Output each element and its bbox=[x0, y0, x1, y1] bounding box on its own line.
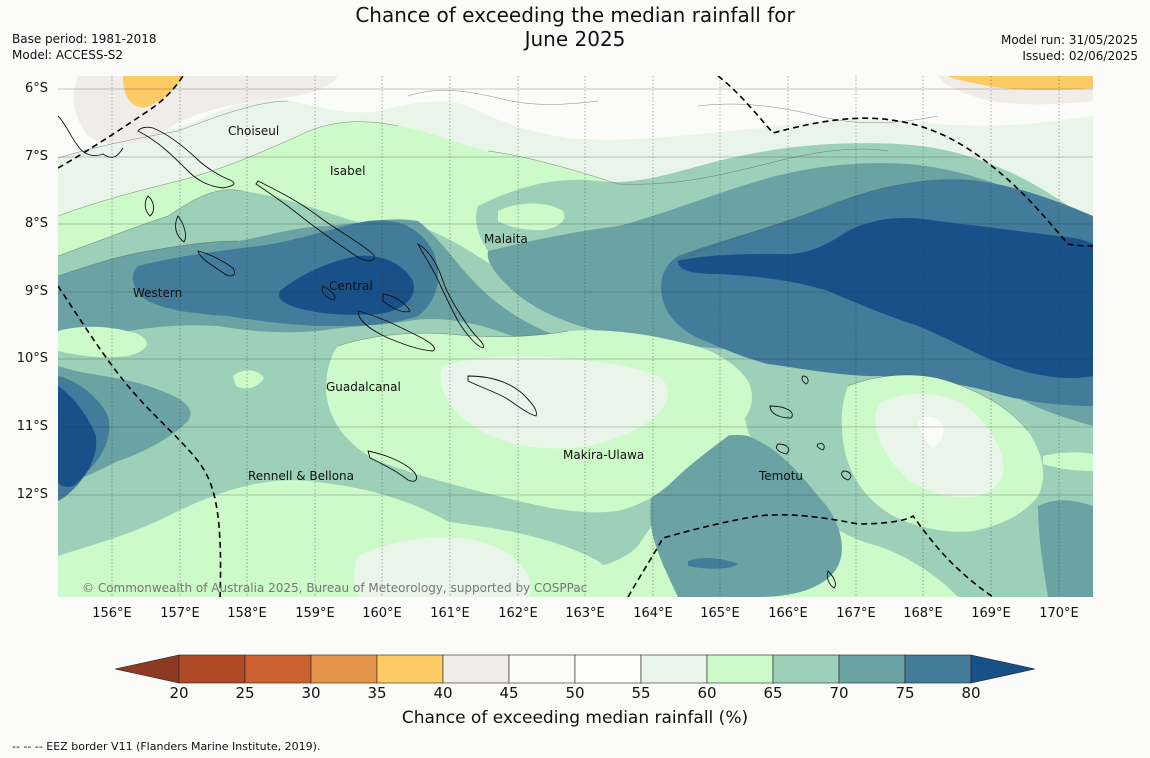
place-label-makira-ulawa: Makira-Ulawa bbox=[563, 448, 644, 462]
place-label-western: Western bbox=[133, 286, 182, 300]
longitude-label-156e: 156°E bbox=[92, 606, 132, 621]
longitude-label-167e: 167°E bbox=[836, 606, 876, 621]
longitude-label-165e: 165°E bbox=[700, 606, 740, 621]
colorbar bbox=[114, 654, 1036, 684]
place-label-central: Central bbox=[329, 279, 373, 293]
longitude-label-158e: 158°E bbox=[227, 606, 267, 621]
place-label-guadalcanal: Guadalcanal bbox=[326, 380, 401, 394]
colorbar-tick-80: 80 bbox=[961, 684, 981, 702]
field-60-65-se-blob bbox=[1043, 452, 1093, 471]
colorbar-tick-60: 60 bbox=[697, 684, 717, 702]
colorbar-bin-25-30 bbox=[244, 654, 312, 684]
field-75-80-south bbox=[688, 558, 738, 569]
place-label-isabel: Isabel bbox=[330, 164, 365, 178]
field-60-65-small2 bbox=[233, 370, 264, 389]
model-name-text: Model: ACCESS-S2 bbox=[12, 48, 124, 62]
field-50-55-north bbox=[58, 76, 1093, 158]
field-70-75-se bbox=[1038, 500, 1093, 597]
field-55-60-east bbox=[875, 393, 1004, 498]
colorbar-bin-70-75 bbox=[838, 654, 906, 684]
colorbar-tick-40: 40 bbox=[433, 684, 453, 702]
field-above-80-sw bbox=[58, 386, 97, 487]
colorbar-tick-35: 35 bbox=[367, 684, 387, 702]
longitude-label-170e: 170°E bbox=[1039, 606, 1079, 621]
issue-info: Model run: 31/05/2025 Issued: 02/06/2025 bbox=[1001, 32, 1138, 64]
title-line-2: June 2025 bbox=[524, 27, 626, 51]
colorbar-bin-20-25 bbox=[178, 654, 246, 684]
field-50-55-east bbox=[918, 416, 944, 448]
colorbar-title: Chance of exceeding median rainfall (%) bbox=[401, 708, 749, 728]
colorbar-bin-65-70 bbox=[772, 654, 840, 684]
place-label-choiseul: Choiseul bbox=[228, 124, 279, 138]
longitude-label-159e: 159°E bbox=[295, 606, 335, 621]
colorbar-tick-75: 75 bbox=[895, 684, 915, 702]
latitude-label-10s: 10°S bbox=[16, 351, 48, 366]
field-55-60-south bbox=[354, 537, 531, 597]
latitude-gridlines bbox=[58, 88, 1093, 496]
longitude-label-161e: 161°E bbox=[430, 606, 470, 621]
colorbar-extend-low bbox=[114, 654, 180, 684]
colorbar-bin-30-35 bbox=[310, 654, 378, 684]
longitude-label-162e: 162°E bbox=[498, 606, 538, 621]
title-line-1: Chance of exceeding the median rainfall … bbox=[355, 3, 795, 27]
longitude-label-169e: 169°E bbox=[971, 606, 1011, 621]
base-period-text: Base period: 1981-2018 bbox=[12, 32, 157, 46]
colorbar-bin-35-40 bbox=[376, 654, 444, 684]
map-title: Chance of exceeding the median rainfall … bbox=[300, 3, 850, 51]
place-label-rennell-bellona: Rennell & Bellona bbox=[248, 469, 354, 483]
issued-date-text: Issued: 02/06/2025 bbox=[1022, 49, 1138, 63]
longitude-label-160e: 160°E bbox=[362, 606, 402, 621]
colorbar-tick-50: 50 bbox=[565, 684, 585, 702]
field-above-80-east bbox=[678, 218, 1093, 379]
longitude-label-166e: 166°E bbox=[768, 606, 808, 621]
field-35-40-north bbox=[123, 76, 183, 108]
field-70-75-south bbox=[650, 435, 842, 597]
longitude-gridlines bbox=[111, 76, 1060, 597]
place-label-malaita: Malaita bbox=[484, 232, 528, 246]
colorbar-bin-50-55 bbox=[574, 654, 642, 684]
colorbar-bin-60-65 bbox=[706, 654, 774, 684]
longitude-label-168e: 168°E bbox=[903, 606, 943, 621]
field-60-65-small bbox=[498, 203, 565, 231]
colorbar-bin-55-60 bbox=[640, 654, 708, 684]
longitude-label-164e: 164°E bbox=[633, 606, 673, 621]
latitude-label-11s: 11°S bbox=[16, 419, 48, 434]
place-label-temotu: Temotu bbox=[758, 469, 803, 483]
model-run-text: Model run: 31/05/2025 bbox=[1000, 33, 1138, 47]
colorbar-tick-45: 45 bbox=[499, 684, 519, 702]
latitude-label-8s: 8°S bbox=[24, 216, 48, 231]
colorbar-tick-25: 25 bbox=[235, 684, 255, 702]
colorbar-tick-55: 55 bbox=[631, 684, 651, 702]
coastlines bbox=[58, 115, 852, 589]
rainfall-map: Choiseul Isabel Malaita Western Central … bbox=[58, 76, 1093, 597]
colorbar-bin-40-45 bbox=[442, 654, 510, 684]
model-info: Base period: 1981-2018 Model: ACCESS-S2 bbox=[12, 31, 157, 63]
colorbar-extend-high bbox=[970, 654, 1036, 684]
latitude-label-9s: 9°S bbox=[24, 284, 48, 299]
place-labels: Choiseul Isabel Malaita Western Central … bbox=[133, 124, 803, 483]
latitude-label-7s: 7°S bbox=[24, 149, 48, 164]
latitude-label-12s: 12°S bbox=[16, 487, 48, 502]
copyright-text: © Commonwealth of Australia 2025, Bureau… bbox=[82, 581, 587, 595]
longitude-label-163e: 163°E bbox=[565, 606, 605, 621]
longitude-label-157e: 157°E bbox=[160, 606, 200, 621]
colorbar-tick-30: 30 bbox=[301, 684, 321, 702]
colorbar-bin-45-50 bbox=[508, 654, 576, 684]
colorbar-tick-70: 70 bbox=[829, 684, 849, 702]
colorbar-bin-75-80 bbox=[904, 654, 972, 684]
field-55-60-center bbox=[440, 356, 668, 449]
eez-border-note: -- -- -- EEZ border V11 (Flanders Marine… bbox=[12, 740, 321, 753]
colorbar-tick-20: 20 bbox=[169, 684, 189, 702]
eez-border bbox=[58, 76, 1093, 597]
field-60-65-sw-blob bbox=[58, 326, 147, 358]
latitude-label-6s: 6°S bbox=[24, 81, 48, 96]
field-above-80-west bbox=[278, 255, 414, 315]
field-35-40-ne bbox=[948, 76, 1093, 91]
colorbar-tick-65: 65 bbox=[763, 684, 783, 702]
